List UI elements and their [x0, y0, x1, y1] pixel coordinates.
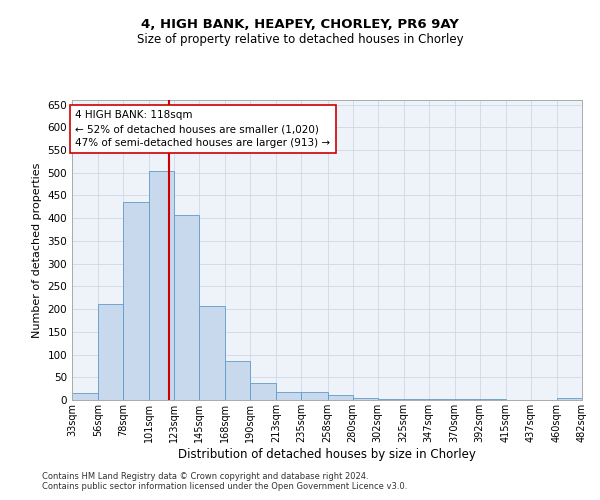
Bar	[277, 392, 301, 400]
Bar	[226, 362, 250, 400]
Bar	[149, 172, 174, 400]
Text: 4, HIGH BANK, HEAPEY, CHORLEY, PR6 9AY: 4, HIGH BANK, HEAPEY, CHORLEY, PR6 9AY	[141, 18, 459, 30]
Bar	[557, 398, 582, 400]
Bar	[199, 306, 226, 400]
Text: Contains public sector information licensed under the Open Government Licence v3: Contains public sector information licen…	[42, 482, 407, 491]
Bar	[123, 202, 149, 400]
Bar	[455, 398, 480, 400]
Bar	[428, 398, 455, 400]
Bar	[328, 395, 353, 400]
Bar	[98, 304, 123, 400]
Text: Size of property relative to detached houses in Chorley: Size of property relative to detached ho…	[137, 32, 463, 46]
Text: Contains HM Land Registry data © Crown copyright and database right 2024.: Contains HM Land Registry data © Crown c…	[42, 472, 368, 481]
Bar	[404, 398, 428, 400]
Y-axis label: Number of detached properties: Number of detached properties	[32, 162, 42, 338]
Bar	[353, 398, 377, 400]
Bar	[377, 398, 404, 400]
X-axis label: Distribution of detached houses by size in Chorley: Distribution of detached houses by size …	[178, 448, 476, 460]
Bar	[301, 392, 328, 400]
Bar	[250, 382, 277, 400]
Bar	[480, 398, 506, 400]
Text: 4 HIGH BANK: 118sqm
← 52% of detached houses are smaller (1,020)
47% of semi-det: 4 HIGH BANK: 118sqm ← 52% of detached ho…	[76, 110, 331, 148]
Bar	[72, 393, 98, 400]
Bar	[174, 215, 199, 400]
